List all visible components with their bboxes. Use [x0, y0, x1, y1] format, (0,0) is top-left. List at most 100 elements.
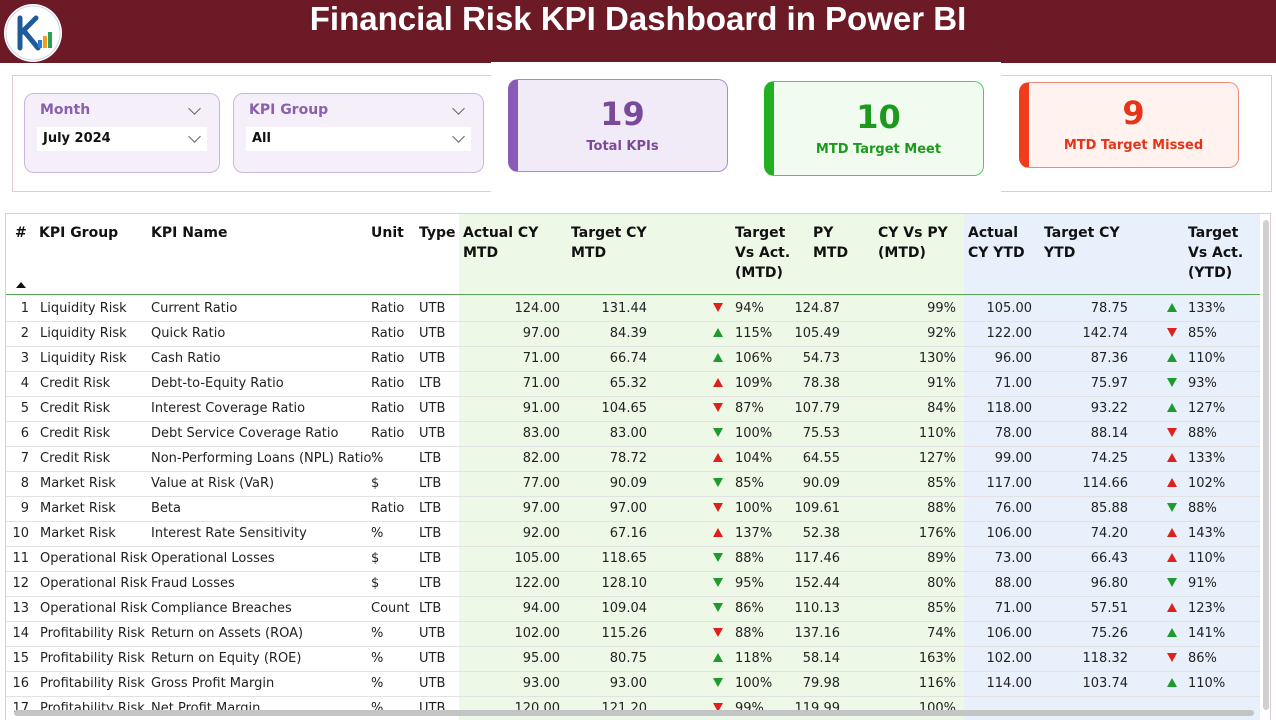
column-header[interactable]: PY MTD [813, 225, 849, 261]
table-cell: 137% [735, 526, 773, 541]
table-cell: 88% [1188, 501, 1217, 516]
table-cell: 97.00 [522, 501, 560, 516]
table-cell: 8 [20, 476, 29, 491]
table-cell: 14 [12, 626, 29, 641]
table-cell: Profitability Risk [40, 676, 145, 691]
chevron [188, 102, 201, 115]
ytd-band [964, 214, 1260, 720]
table-cell: Profitability Risk [40, 651, 145, 666]
column-header[interactable]: KPI Name [151, 225, 228, 241]
table-cell: 99.00 [994, 451, 1032, 466]
table-cell: 105.00 [986, 301, 1033, 316]
ytd-status-arrow [1167, 578, 1177, 587]
table-cell: LTB [419, 451, 442, 466]
table-cell: 77.00 [522, 476, 560, 491]
table-cell: 90.09 [802, 476, 840, 491]
table-cell: 6 [20, 426, 29, 441]
table-cell: Cash Ratio [151, 351, 221, 366]
table-cell: Liquidity Risk [40, 351, 127, 366]
table-cell: 67.16 [609, 526, 647, 541]
column-header[interactable]: Target Vs Act. (YTD) [1188, 225, 1244, 281]
column-header[interactable]: KPI Group [39, 225, 119, 241]
table-cell: Ratio [371, 426, 405, 441]
row-separator [6, 596, 1260, 597]
table-cell: 92.00 [522, 526, 560, 541]
table-cell: 80.75 [609, 651, 647, 666]
table-cell: 93% [1188, 376, 1217, 391]
mtd-status-arrow [713, 328, 723, 337]
v-scrollbar[interactable] [1263, 220, 1269, 710]
dropdown[interactable]: July 2024 [37, 127, 207, 151]
column-header[interactable]: Type [419, 225, 456, 241]
column-header[interactable]: Unit [371, 225, 404, 241]
card-value: 9 [1122, 94, 1145, 132]
table-cell: 102.00 [514, 626, 561, 641]
table-cell: 128.10 [601, 576, 648, 591]
column-header[interactable]: CY Vs PY (MTD) [878, 225, 948, 261]
slicer[interactable]: KPI Group All [233, 93, 484, 173]
table-cell: 116% [918, 676, 956, 691]
table-cell: 89% [927, 551, 956, 566]
table-cell: 75.53 [802, 426, 840, 441]
table-cell: 88.14 [1090, 426, 1128, 441]
table-cell: 137.16 [794, 626, 841, 641]
dropdown[interactable]: All [246, 127, 471, 151]
table-cell: Profitability Risk [40, 701, 145, 716]
table-cell: 71.00 [522, 351, 560, 366]
table-cell: 107.79 [794, 401, 841, 416]
column-header[interactable]: # [15, 225, 27, 241]
table-cell: Credit Risk [40, 451, 111, 466]
table-cell: 13 [12, 601, 29, 616]
column-header[interactable]: Target CY MTD [571, 225, 647, 261]
table-cell: 103.74 [1082, 676, 1129, 691]
table-cell: 66.74 [609, 351, 647, 366]
table-cell: UTB [419, 326, 446, 341]
h-scrollbar[interactable] [14, 710, 1254, 716]
table-cell: UTB [419, 351, 446, 366]
table-cell: 104% [735, 451, 773, 466]
table-cell: Operational Risk [40, 576, 148, 591]
table-cell: Operational Losses [151, 551, 275, 566]
table-cell: 54.73 [802, 351, 840, 366]
slicer[interactable]: Month July 2024 [24, 93, 220, 173]
column-header[interactable]: Target Vs Act. (MTD) [735, 225, 791, 281]
table-cell: 109.61 [794, 501, 841, 516]
table-cell: 152.44 [794, 576, 841, 591]
table-cell: UTB [419, 301, 446, 316]
table-cell: Return on Equity (ROE) [151, 651, 302, 666]
table-cell: 88% [735, 551, 764, 566]
ytd-status-arrow [1167, 628, 1177, 637]
table-cell: 15 [12, 651, 29, 666]
table-cell: % [371, 651, 384, 666]
table-cell: % [371, 451, 384, 466]
mtd-status-arrow [713, 453, 723, 462]
table-cell: Ratio [371, 326, 405, 341]
table-cell: 10 [12, 526, 29, 541]
column-header[interactable]: Actual CY MTD [463, 225, 539, 261]
row-separator [6, 371, 1260, 372]
row-separator [6, 346, 1260, 347]
ytd-status-arrow [1167, 428, 1177, 437]
table-cell: 66.43 [1090, 551, 1128, 566]
table-cell: 88.00 [994, 576, 1032, 591]
column-header[interactable]: Target CY YTD [1044, 225, 1120, 261]
table-cell: 94.00 [522, 601, 560, 616]
table-cell: LTB [419, 576, 442, 591]
table-cell: 142.74 [1082, 326, 1129, 341]
column-header[interactable]: Actual CY YTD [968, 225, 1025, 261]
table-cell: 109.04 [601, 601, 648, 616]
table-cell: 127% [1188, 401, 1226, 416]
table-cell: Liquidity Risk [40, 301, 127, 316]
mtd-status-arrow [713, 628, 723, 637]
table-cell: 100% [735, 676, 773, 691]
table-cell: 64.55 [802, 451, 840, 466]
table-cell: 87% [735, 401, 764, 416]
logo-art [5, 5, 61, 61]
row-separator [6, 546, 1260, 547]
mtd-status-arrow [713, 353, 723, 362]
table-cell: 78.00 [994, 426, 1032, 441]
table-cell: 110% [1188, 351, 1226, 366]
row-separator [6, 421, 1260, 422]
slicer-label: Month [40, 102, 91, 118]
table-cell: % [371, 676, 384, 691]
